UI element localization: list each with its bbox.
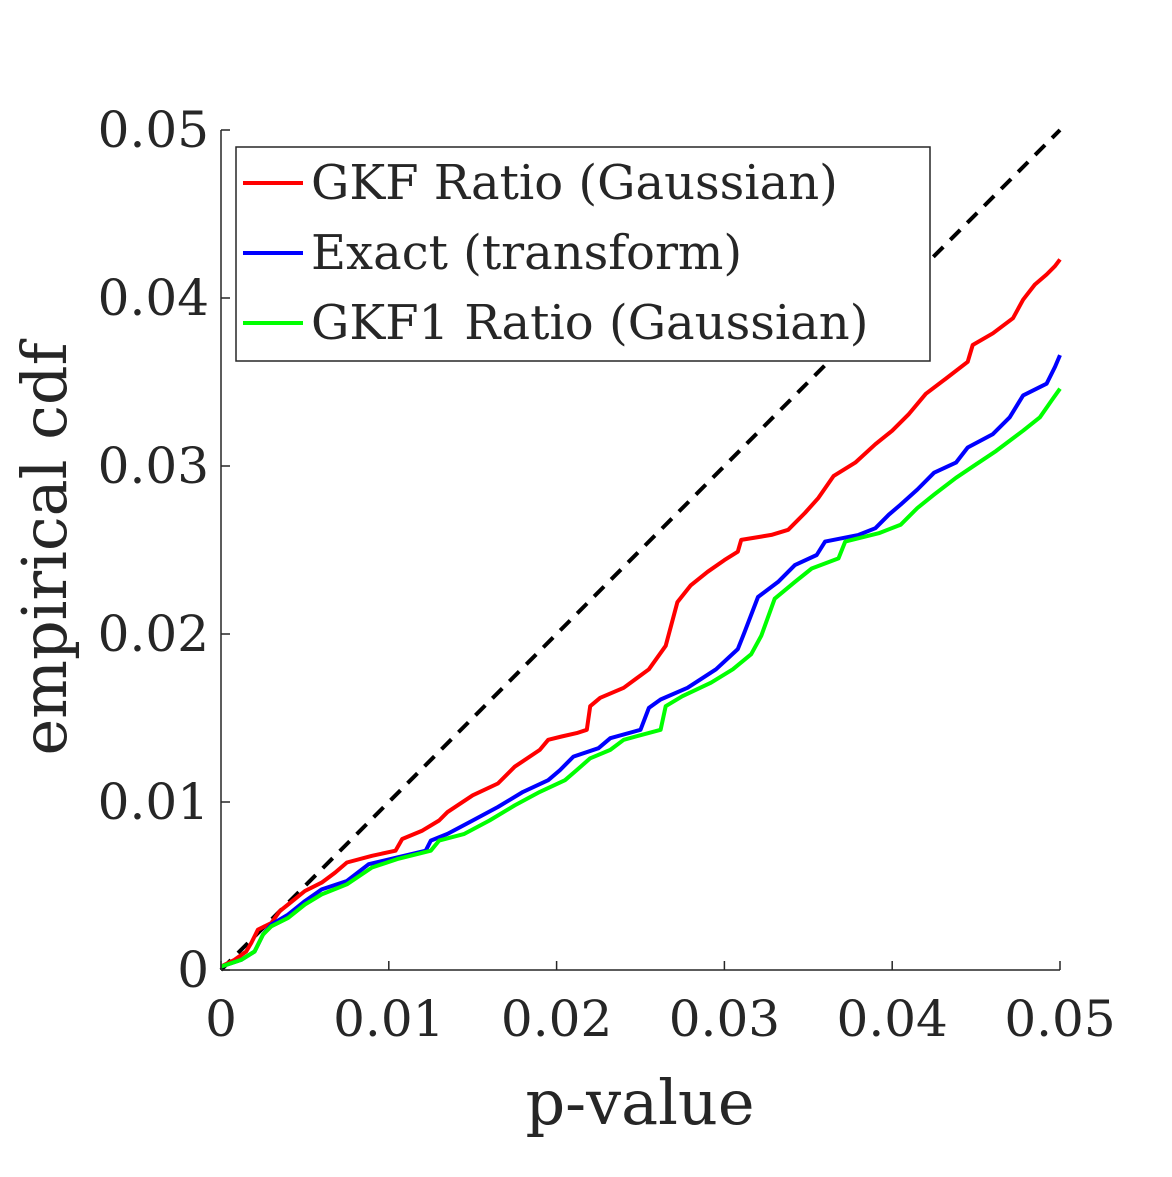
y-axis-label: empirical cdf — [8, 338, 81, 755]
x-axis-ticks: 0 0.01 0.02 0.03 0.04 0.05 — [205, 961, 1116, 1048]
y-tick-label: 0.05 — [98, 101, 209, 159]
legend: GKF Ratio (Gaussian) Exact (transform) G… — [235, 146, 931, 362]
y-tick-label: 0.04 — [98, 269, 209, 327]
legend-item-gkf1-ratio: GKF1 Ratio (Gaussian) — [243, 295, 868, 351]
series-line-exact-transform — [220, 354, 1062, 969]
y-tick-label: 0.02 — [98, 605, 209, 663]
x-tick-label: 0.05 — [1004, 990, 1115, 1048]
y-tick-label: 0.01 — [98, 773, 209, 831]
legend-box — [235, 146, 931, 362]
x-tick-label: 0.01 — [333, 990, 444, 1048]
legend-item-exact-transform: Exact (transform) — [243, 225, 742, 281]
series-line-gkf1-ratio-gaussian — [220, 387, 1062, 969]
x-tick-label: 0.02 — [501, 990, 612, 1048]
legend-item-gkf-ratio: GKF Ratio (Gaussian) — [243, 155, 838, 211]
x-tick-label: 0 — [205, 990, 237, 1048]
y-axis-ticks: 0 0.01 0.02 0.03 0.04 0.05 — [98, 101, 230, 999]
y-tick-label: 0 — [177, 941, 209, 999]
x-tick-label: 0.03 — [669, 990, 780, 1048]
x-axis-label: p-value — [525, 1066, 754, 1139]
legend-label-exact-transform: Exact (transform) — [311, 225, 742, 281]
axes — [220, 130, 1060, 971]
legend-label-gkf1-ratio: GKF1 Ratio (Gaussian) — [311, 295, 868, 351]
series-line-gkf-ratio-gaussian — [220, 258, 1062, 969]
y-tick-label: 0.03 — [98, 437, 209, 495]
legend-label-gkf-ratio: GKF Ratio (Gaussian) — [311, 155, 838, 211]
x-tick-label: 0.04 — [837, 990, 948, 1048]
